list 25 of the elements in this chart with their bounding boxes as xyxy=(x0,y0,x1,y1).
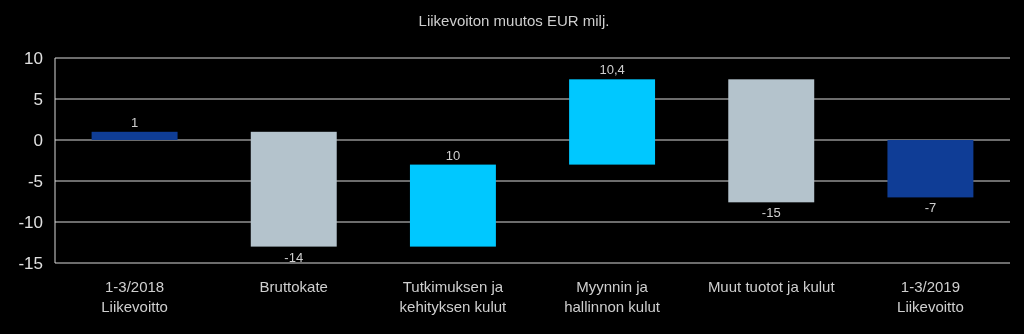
x-tick-label: Tutkimuksen ja kehityksen kulut xyxy=(399,278,508,315)
chart-title: Liikevoiton muutos EUR milj. xyxy=(418,12,610,29)
bar xyxy=(409,164,496,247)
x-tick-label: Bruttokate xyxy=(259,278,328,295)
y-tick-label: -10 xyxy=(18,213,43,232)
y-tick-label: -5 xyxy=(27,172,43,191)
data-label: 1 xyxy=(130,114,139,130)
data-label: 10,4 xyxy=(599,62,625,78)
data-label: -7 xyxy=(924,200,937,216)
bar xyxy=(250,131,337,247)
y-tick-label: 10 xyxy=(24,49,43,68)
x-tick-label: Myynnin ja hallinnon kulut xyxy=(564,278,661,315)
y-tick-label: 5 xyxy=(33,90,43,109)
data-label: -15 xyxy=(761,205,781,221)
y-tick-label: -15 xyxy=(18,254,43,273)
x-tick-label: 1-3/2019 Liikevoitto xyxy=(897,278,964,315)
data-label: 10 xyxy=(445,147,461,163)
bar xyxy=(91,131,178,140)
bar xyxy=(728,79,815,203)
x-tick-label: Muut tuotot ja kulut xyxy=(707,278,836,295)
bar xyxy=(569,79,656,165)
data-label: -14 xyxy=(284,249,304,265)
bar xyxy=(887,140,974,198)
y-tick-label: 0 xyxy=(33,131,43,150)
x-tick-label: 1-3/2018 Liikevoitto xyxy=(101,278,168,315)
